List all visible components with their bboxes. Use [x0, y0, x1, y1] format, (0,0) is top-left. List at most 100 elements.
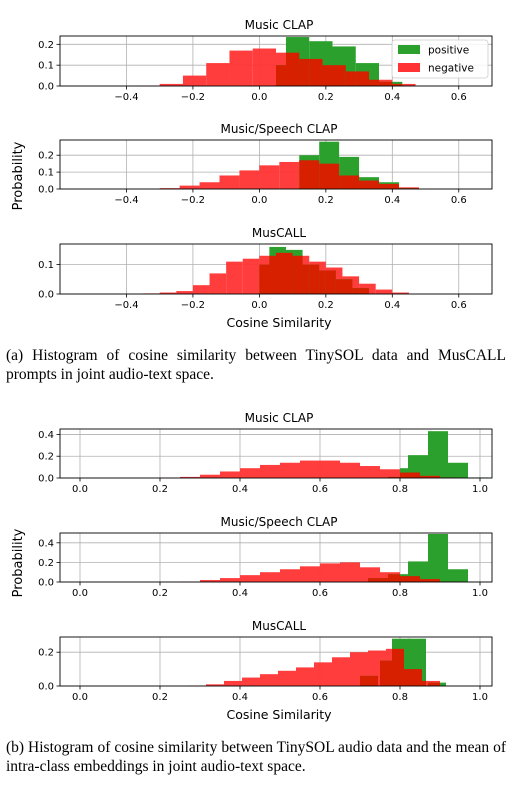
- y-axis-label-b: Probability: [11, 528, 26, 597]
- bar-negative: [199, 182, 220, 189]
- bar-negative: [179, 185, 200, 189]
- bar-negative: [229, 50, 253, 86]
- figure-caption-b: (b) Histogram of cosine similarity betwe…: [6, 739, 506, 775]
- y-tick-label: 0.4: [38, 430, 54, 441]
- axes-frame: [59, 35, 493, 87]
- bar-negative: [182, 75, 207, 86]
- y-tick-label: 0.2: [38, 151, 54, 162]
- bar-overlap: [408, 669, 422, 686]
- bar-negative: [380, 469, 400, 478]
- x-tick-label: 0.6: [451, 92, 467, 103]
- bar-overlap: [325, 270, 336, 294]
- bar-overlap: [380, 578, 388, 582]
- bar-negative: [159, 83, 183, 86]
- y-tick-label: 0.0: [38, 290, 54, 301]
- bar-overlap: [408, 472, 420, 478]
- bar-negative: [206, 63, 230, 86]
- y-tick-label: 0.4: [38, 538, 54, 549]
- bar-negative: [176, 291, 193, 294]
- x-tick-label: 0.6: [451, 300, 467, 311]
- bar-overlap: [332, 65, 346, 86]
- x-tick-label: 0.6: [451, 195, 467, 206]
- x-axis-label: Cosine Similarity: [226, 707, 332, 722]
- x-tick-label: 0.8: [392, 484, 408, 495]
- bar-negative: [206, 684, 224, 686]
- y-tick-label: 0.2: [38, 40, 54, 51]
- legend-swatch-negative: [398, 63, 420, 72]
- x-tick-label: 0.0: [251, 195, 267, 206]
- x-tick-label: 0.0: [251, 300, 267, 311]
- bar-overlap: [420, 475, 428, 478]
- bar-negative: [192, 285, 210, 294]
- bar-overlap: [352, 288, 360, 294]
- bar-positive: [448, 569, 468, 582]
- y-tick-label: 0.0: [38, 82, 54, 93]
- bar-overlap: [369, 79, 380, 86]
- x-tick-label: 0.6: [312, 484, 328, 495]
- bar-overlap: [299, 58, 310, 86]
- bar-overlap: [342, 279, 353, 294]
- bar-negative: [240, 575, 260, 582]
- bar-overlap: [428, 475, 440, 478]
- bar-negative: [279, 161, 300, 189]
- bar-negative: [360, 466, 380, 478]
- y-tick-label: 0.0: [38, 185, 54, 196]
- histogram-panel-2: −0.4 −0.2 0.0 0.2 0.4 0.6 0.0 0.1 0.2 Music/Speec…: [38, 122, 493, 206]
- bar-overlap: [276, 252, 286, 294]
- bar-negative: [239, 170, 260, 189]
- bar-overlap: [309, 58, 323, 86]
- x-tick-label: −0.4: [114, 195, 138, 206]
- y-tick-label: 0.1: [38, 168, 54, 179]
- panel-title: MusCALL: [252, 619, 306, 633]
- x-tick-label: 0.6: [312, 692, 328, 703]
- bar-negative: [340, 462, 360, 478]
- panel-title: Music CLAP: [245, 18, 314, 32]
- x-tick-label: −0.2: [181, 195, 205, 206]
- x-tick-label: 0.6: [312, 588, 328, 599]
- bar-overlap: [302, 264, 310, 294]
- bar-overlap: [422, 680, 426, 686]
- bar-negative: [260, 464, 280, 478]
- bar-overlap: [379, 81, 393, 86]
- bar-overlap: [428, 579, 440, 582]
- bar-negative: [260, 572, 280, 582]
- axes-frame: [59, 139, 493, 190]
- y-tick-label: 0.0: [38, 682, 54, 693]
- bar-overlap: [322, 65, 333, 86]
- x-tick-label: 0.0: [72, 692, 88, 703]
- bar-overlap: [285, 52, 300, 86]
- bar-negative: [242, 677, 260, 686]
- x-tick-label: 0.0: [72, 484, 88, 495]
- bar-positive: [448, 462, 468, 478]
- x-tick-label: 0.2: [152, 588, 168, 599]
- histogram-panel-3: −0.4 −0.2 0.0 0.2 0.4 0.6 0.0 0.1 MusCALL Cosine …: [38, 226, 493, 330]
- x-tick-label: −0.4: [114, 92, 138, 103]
- bar-positive: [408, 455, 428, 478]
- bar-overlap: [355, 71, 370, 86]
- panel-title: Music/Speech CLAP: [221, 515, 338, 529]
- bar-overlap: [360, 675, 368, 686]
- x-tick-label: 0.2: [318, 92, 334, 103]
- y-axis-label-a: Probability: [11, 141, 26, 210]
- x-tick-label: 0.4: [232, 588, 248, 599]
- x-tick-label: 0.4: [384, 300, 400, 311]
- bar-overlap: [392, 648, 404, 686]
- bar-overlap: [392, 83, 403, 86]
- bar-negative: [300, 460, 320, 478]
- bar-overlap: [335, 279, 343, 294]
- x-tick-label: 0.8: [392, 692, 408, 703]
- x-tick-label: 0.4: [384, 92, 400, 103]
- bar-negative: [392, 292, 409, 294]
- bar-negative: [220, 471, 240, 478]
- y-tick-label: 0.1: [38, 260, 54, 271]
- bar-overlap: [400, 576, 408, 582]
- x-tick-label: 0.0: [251, 92, 267, 103]
- bar-negative: [278, 670, 296, 686]
- bar-overlap: [319, 163, 340, 189]
- x-tick-label: 0.8: [392, 588, 408, 599]
- bar-overlap: [380, 660, 386, 686]
- bar-negative: [259, 165, 280, 189]
- bar-negative: [220, 578, 240, 582]
- bar-overlap: [309, 264, 320, 294]
